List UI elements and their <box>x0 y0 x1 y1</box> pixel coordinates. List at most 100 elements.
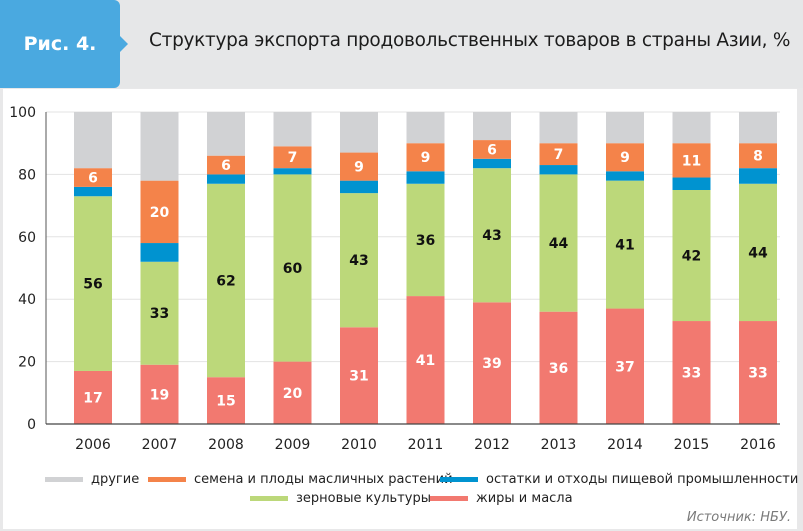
legend-label: другие <box>91 472 139 487</box>
data-label-cereals: 43 <box>482 228 501 244</box>
data-label-cereals: 60 <box>283 261 303 277</box>
bar-segment-oilseeds <box>273 146 312 169</box>
bar-segment-oilseeds <box>207 155 245 175</box>
x-tick-label: 2008 <box>208 437 244 453</box>
bar-segment-other <box>739 112 777 144</box>
bar-segment-residues <box>406 171 445 184</box>
bar-segment-cereals <box>739 183 777 322</box>
bar-segment-oilseeds <box>672 143 711 178</box>
bar-segment-other <box>74 112 112 169</box>
data-label-cereals: 44 <box>549 236 569 252</box>
legend-item-residues: остатки и отходы пищевой промышленности <box>440 472 798 487</box>
data-label-fats: 36 <box>549 361 568 377</box>
data-label-oilseeds: 6 <box>487 142 497 158</box>
bar-segment-other <box>207 112 245 156</box>
bar-segment-oilseeds <box>74 168 112 187</box>
bar-segment-residues <box>739 168 777 184</box>
x-tick-label: 2015 <box>674 437 710 453</box>
bar-segment-fats <box>74 370 112 424</box>
data-label-fats: 39 <box>482 356 501 372</box>
bar-segment-other <box>273 112 312 147</box>
bar-segment-fats <box>473 302 511 424</box>
bar-segment-fats <box>539 311 578 424</box>
bar-segment-cereals <box>473 168 511 303</box>
x-tick-label: 2006 <box>75 437 111 453</box>
data-label-fats: 19 <box>150 387 169 403</box>
legend-swatch <box>148 477 186 482</box>
legend-swatch <box>45 477 83 482</box>
bar-segment-cereals <box>74 196 112 371</box>
bar-segment-other <box>473 112 511 141</box>
data-label-oilseeds: 8 <box>753 149 763 165</box>
data-label-cereals: 33 <box>150 306 169 322</box>
data-label-oilseeds: 9 <box>354 160 364 176</box>
legend-label: жиры и масла <box>476 491 573 506</box>
bar-segment-residues <box>539 165 578 175</box>
x-tick-label: 2009 <box>275 437 311 453</box>
y-tick-label: 100 <box>9 105 36 121</box>
data-label-oilseeds: 11 <box>682 153 701 169</box>
bar-segment-residues <box>672 177 711 190</box>
data-label-oilseeds: 7 <box>554 147 564 163</box>
data-label-fats: 41 <box>416 353 435 369</box>
x-tick-label: 2013 <box>541 437 577 453</box>
bar-segment-cereals <box>539 174 578 312</box>
bar-segment-other <box>340 112 378 153</box>
bar-stack-2014: 37 41 9 <box>606 112 644 424</box>
bar-segment-residues <box>273 168 312 175</box>
data-label-cereals: 42 <box>682 249 701 265</box>
bar-segment-fats <box>606 308 644 424</box>
bar-stack-2012: 39 43 6 <box>473 112 511 424</box>
bar-segment-residues <box>207 174 245 184</box>
y-axis-ticks: 0 20 40 60 80 100 <box>9 105 36 433</box>
x-tick-label: 2014 <box>607 437 643 453</box>
data-label-fats: 20 <box>283 386 303 402</box>
bar-segment-residues <box>340 180 378 194</box>
bar-stack-2006: 17 56 6 <box>74 112 112 424</box>
data-label-oilseeds: 9 <box>421 150 431 166</box>
bar-segment-fats <box>739 321 777 424</box>
bar-segment-fats <box>140 364 179 424</box>
bar-segment-cereals <box>406 183 445 297</box>
bar-segment-fats <box>273 361 312 424</box>
bar-segment-oilseeds <box>539 143 578 166</box>
bar-segment-oilseeds <box>340 152 378 181</box>
figure-number-badge: Рис. 4. <box>0 0 128 88</box>
bar-segment-residues <box>140 243 179 262</box>
legend: другие семена и плоды масличных растений о… <box>45 472 798 506</box>
figure-header: Рис. 4. Структура экспорта продовольстве… <box>0 0 803 88</box>
legend-label: семена и плоды масличных растений <box>194 472 453 487</box>
bar-stack-2008: 15 62 6 <box>207 112 245 424</box>
bar-stack-2016: 33 44 8 <box>739 112 777 424</box>
bar-segment-fats <box>207 377 245 424</box>
bar-segment-residues <box>74 186 112 197</box>
data-label-fats: 31 <box>349 369 368 385</box>
bar-segment-oilseeds <box>739 143 777 169</box>
bar-stack-2010: 31 43 9 <box>340 112 378 424</box>
x-axis-ticks: 2006 2007 2008 2009 2010 2011 2012 2013 2014 2015… <box>75 437 776 453</box>
data-label-oilseeds: 6 <box>88 171 98 187</box>
bar-stack-2007: 19 33 20 <box>140 112 179 424</box>
bar-segment-oilseeds <box>406 143 445 172</box>
x-tick-label: 2012 <box>474 437 510 453</box>
data-label-fats: 17 <box>83 390 102 406</box>
bar-segment-other <box>140 112 179 181</box>
data-label-fats: 33 <box>748 366 767 382</box>
legend-item-oilseeds: семена и плоды масличных растений <box>148 472 453 487</box>
y-tick-label: 0 <box>27 417 36 433</box>
data-label-fats: 15 <box>216 394 235 410</box>
y-tick-label: 40 <box>18 292 36 308</box>
data-label-cereals: 44 <box>748 245 768 261</box>
y-tick-label: 80 <box>18 167 36 183</box>
bar-segment-fats <box>406 296 445 424</box>
bar-segment-cereals <box>340 193 378 328</box>
legend-item-fats: жиры и масла <box>430 491 573 506</box>
bar-segment-other <box>539 112 578 144</box>
bars: 17 56 6 19 33 20 15 62 6 20 60 7 31 43 9 41 36 9 39 43 6 36 44… <box>74 112 777 424</box>
data-label-cereals: 56 <box>83 277 102 293</box>
chart-title: Структура экспорта продовольственных тов… <box>149 30 791 51</box>
data-label-oilseeds: 20 <box>150 205 170 221</box>
bar-segment-oilseeds <box>606 143 644 172</box>
data-label-fats: 37 <box>615 359 634 375</box>
